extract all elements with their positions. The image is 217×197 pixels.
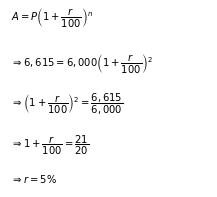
Text: $\Rightarrow 6,615 = 6,000\left(1 + \dfrac{r}{100}\right)^{2}$: $\Rightarrow 6,615 = 6,000\left(1 + \dfr…: [11, 52, 153, 74]
Text: $\Rightarrow 1 + \dfrac{r}{100} = \dfrac{21}{20}$: $\Rightarrow 1 + \dfrac{r}{100} = \dfrac…: [11, 134, 89, 157]
Text: $\Rightarrow r = 5\%$: $\Rightarrow r = 5\%$: [11, 173, 57, 185]
Text: $\Rightarrow \left(1 + \dfrac{r}{100}\right)^{2} = \dfrac{6,615}{6,000}$: $\Rightarrow \left(1 + \dfrac{r}{100}\ri…: [11, 92, 123, 117]
Text: $A = P\left(1 + \dfrac{r}{100}\right)^{n}$: $A = P\left(1 + \dfrac{r}{100}\right)^{n…: [11, 6, 93, 29]
